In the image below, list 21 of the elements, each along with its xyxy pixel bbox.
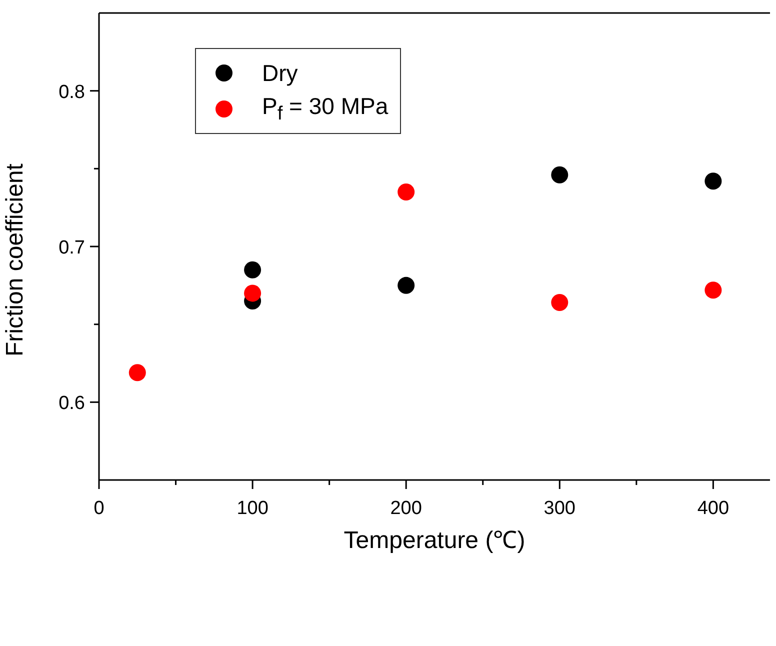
y-tick-label: 0.6: [58, 393, 85, 414]
x-axis-title: Temperature (℃): [344, 527, 526, 554]
point: [244, 284, 262, 302]
point: [704, 172, 722, 190]
point: [244, 261, 262, 278]
x-tick-label: 400: [697, 498, 730, 519]
y-tick-label: 0.7: [58, 238, 85, 258]
point: [128, 364, 146, 382]
point: [398, 276, 415, 294]
x-tick-label: 200: [390, 498, 422, 519]
point: [704, 282, 722, 299]
y-tick-label: 0.8: [58, 82, 85, 103]
legend-label: Dry: [262, 60, 298, 86]
x-tick-label: 300: [544, 498, 576, 519]
legend-label: P$_{f}$ = 30 MPa: [262, 92, 388, 126]
x-tick-label: 0: [94, 498, 104, 519]
point: [551, 294, 568, 312]
x-tick-label: 100: [236, 498, 268, 519]
point: [398, 184, 415, 201]
y-axis-title: Friction coefficient: [2, 163, 29, 356]
point: [551, 166, 568, 184]
